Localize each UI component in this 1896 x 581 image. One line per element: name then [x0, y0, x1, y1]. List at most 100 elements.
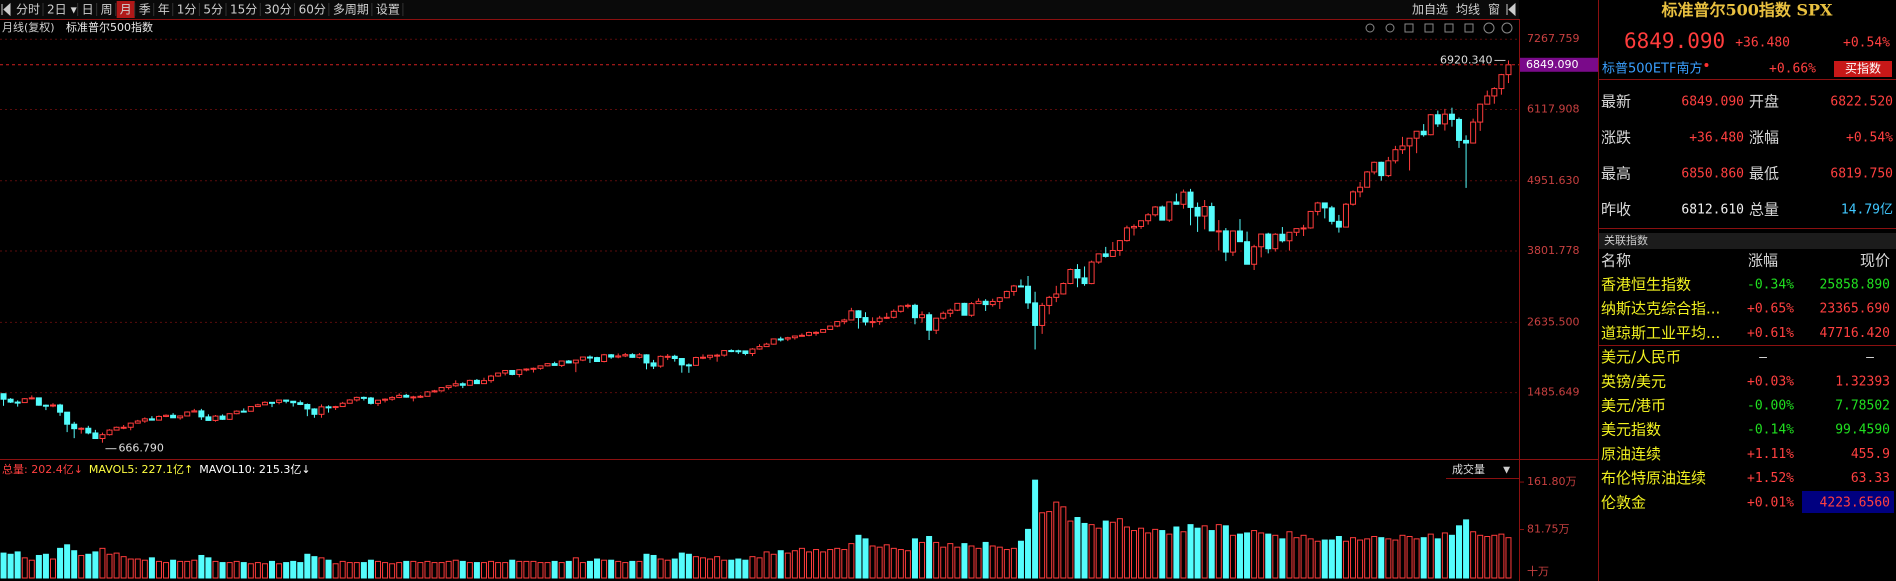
period-tab[interactable]: 月	[120, 3, 132, 17]
buy-button-bg[interactable]	[1834, 61, 1892, 77]
tool-button[interactable]: 窗	[1488, 3, 1500, 17]
volume-bar	[1505, 537, 1512, 579]
candle-body	[205, 416, 212, 421]
volume-bar	[1095, 527, 1102, 579]
volume-bar	[1328, 539, 1335, 579]
candle-body	[897, 305, 904, 312]
volume-bar	[742, 559, 749, 579]
volume-bar	[1427, 533, 1434, 579]
candle-body	[49, 404, 56, 407]
period-tab[interactable]: 分时	[16, 3, 40, 17]
period-tab[interactable]: 年	[158, 3, 170, 17]
period-tab[interactable]: 季	[139, 3, 151, 17]
icon[interactable]	[1444, 23, 1454, 33]
quote-panel: 标准普尔500指数 SPX 6849.090 +36.480 +0.54% 标普500E…	[1601, 1, 1893, 512]
period-tab[interactable]: 设置	[376, 3, 400, 17]
icon[interactable]	[1464, 23, 1474, 33]
candle-body	[276, 399, 283, 403]
related-name[interactable]: 布伦特原油连续	[1601, 469, 1706, 487]
candle-body	[982, 300, 989, 306]
candle-body	[1335, 220, 1342, 228]
volume-bar	[177, 560, 184, 579]
candle-body	[572, 359, 579, 364]
related-name[interactable]: 道琼斯工业平均...	[1601, 324, 1720, 342]
volume-bar	[940, 546, 947, 579]
volume-bar	[1173, 526, 1180, 579]
icon[interactable]	[1501, 22, 1513, 34]
dropdown-arrow[interactable]: ▼	[1503, 466, 1510, 476]
period-tab[interactable]: 5分	[203, 3, 223, 17]
candle-body	[375, 399, 381, 404]
volume-bar	[1272, 534, 1279, 579]
tool-button[interactable]: 加自选	[1412, 3, 1448, 17]
period-tab[interactable]: 30分	[264, 3, 291, 17]
related-name[interactable]: 香港恒生指数	[1601, 276, 1691, 294]
chart-title: 标准普尔500指数	[66, 20, 153, 34]
volume-bar	[1441, 532, 1448, 579]
volume-bar	[64, 544, 71, 579]
volume-bar	[247, 563, 254, 579]
volume-bar	[1032, 479, 1039, 579]
period-tab[interactable]: 2日	[47, 3, 67, 17]
icon[interactable]	[1404, 23, 1414, 33]
icon[interactable]	[1424, 23, 1434, 33]
volume-bar	[615, 560, 622, 579]
period-tab[interactable]: 1分	[177, 3, 197, 17]
related-name[interactable]: 原油连续	[1601, 445, 1661, 463]
active-period-bg	[116, 1, 135, 18]
related-name[interactable]: 美元指数	[1601, 421, 1661, 439]
period-tab[interactable]: 15分	[230, 3, 257, 17]
volume-bar	[537, 562, 544, 579]
volume-bar	[459, 560, 466, 579]
related-name[interactable]: 纳斯达克综合指...	[1601, 300, 1720, 318]
related-pct: +1.52%	[1747, 471, 1794, 486]
volume-bar	[1300, 534, 1307, 579]
candle-body	[594, 357, 601, 363]
volume-bar	[445, 560, 452, 579]
volume-bar	[198, 554, 205, 579]
candle-body	[1463, 139, 1470, 144]
unit-label: 十万	[1527, 564, 1549, 578]
forward-icon[interactable]	[1506, 2, 1516, 17]
related-pct: +1.11%	[1747, 447, 1794, 462]
etf-name[interactable]: 标普500ETF南方	[1602, 61, 1702, 77]
tool-button[interactable]: 均线	[1456, 3, 1480, 17]
volume-bar	[1025, 528, 1032, 579]
icon[interactable]	[1483, 22, 1495, 34]
period-tab[interactable]: 日	[82, 3, 94, 17]
related-price: 23365.690	[1820, 302, 1890, 317]
candle-body	[170, 414, 177, 419]
related-name[interactable]: 伦敦金	[1601, 493, 1646, 511]
volume-bar	[233, 560, 240, 579]
related-price: 99.4590	[1835, 423, 1890, 438]
volume-bar	[961, 543, 968, 579]
volume-bar	[883, 544, 890, 579]
period-tab[interactable]: 多周期	[333, 3, 369, 17]
candle-body	[431, 390, 438, 393]
related-name[interactable]: 英镑/美元	[1601, 372, 1666, 390]
volume-note: MAVOL10: 215.3亿↓	[199, 463, 310, 476]
icon[interactable]	[1365, 23, 1375, 33]
candle-body	[480, 380, 487, 385]
related-name[interactable]: 美元/港币	[1601, 397, 1666, 415]
volume-bar	[523, 560, 530, 579]
candle-body	[643, 354, 650, 364]
volume-bar	[1003, 549, 1010, 579]
volume-bar	[21, 557, 28, 579]
indicator-select[interactable]: 成交量	[1452, 462, 1485, 476]
period-tab[interactable]: 周	[101, 3, 113, 17]
dropdown-arrow[interactable]: ▼	[71, 6, 78, 15]
candle-body	[1350, 191, 1357, 205]
candle-body	[551, 363, 558, 366]
volume-bar	[1293, 537, 1300, 579]
quote-change: +36.480	[1735, 36, 1790, 51]
candle-body	[198, 410, 205, 418]
volume-bar	[947, 543, 954, 579]
back-icon[interactable]	[1, 2, 11, 17]
candle-body	[544, 363, 551, 367]
related-name[interactable]: 美元/人民币	[1601, 348, 1681, 366]
buy-button[interactable]: 买指数	[1845, 61, 1881, 76]
period-tab[interactable]: 60分	[299, 3, 326, 17]
icon[interactable]	[1385, 23, 1395, 33]
candle-body	[1229, 230, 1236, 253]
